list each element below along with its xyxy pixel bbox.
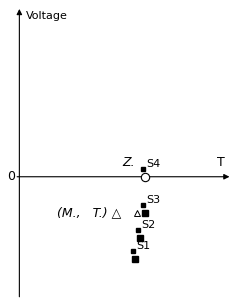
Text: 0: 0 (8, 170, 16, 183)
Text: T: T (217, 156, 225, 169)
Text: Voltage: Voltage (26, 11, 68, 21)
Text: S2: S2 (141, 220, 155, 230)
Text: S3: S3 (146, 195, 160, 205)
Text: (M.,   T.) △: (M., T.) △ (57, 207, 121, 220)
Text: Z.: Z. (122, 156, 135, 169)
Text: S1: S1 (136, 241, 150, 251)
Text: S4: S4 (146, 159, 160, 169)
